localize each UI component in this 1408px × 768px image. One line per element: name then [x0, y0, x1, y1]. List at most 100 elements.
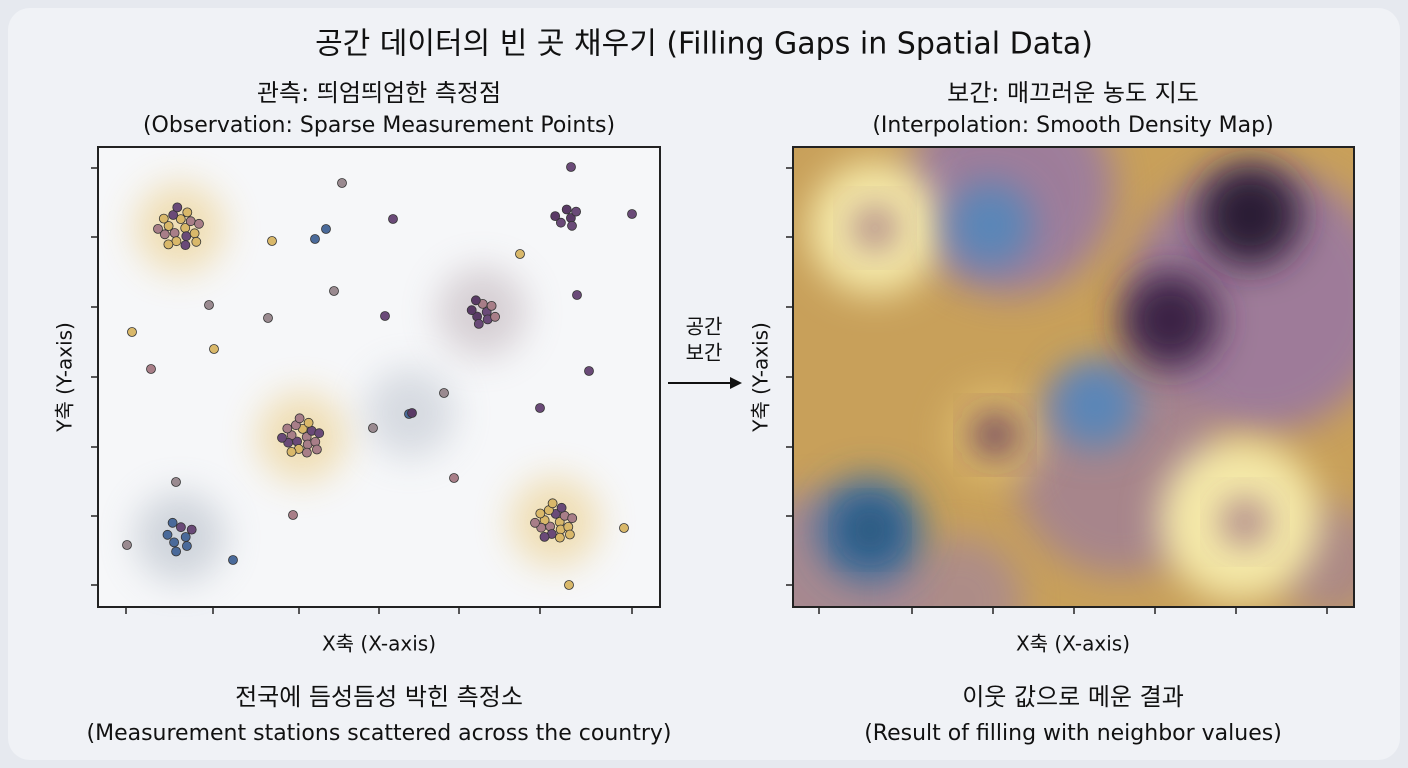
station-point [163, 239, 174, 250]
station-point [294, 413, 305, 424]
station-point [303, 417, 314, 428]
station-point [470, 295, 481, 306]
density-blob [1051, 361, 1139, 449]
station-point [286, 446, 297, 457]
right-x-label: X축 (X-axis) [1016, 632, 1130, 656]
density-blob [1127, 167, 1354, 433]
station-point [159, 229, 170, 240]
station-point [515, 249, 525, 259]
station-point [310, 234, 320, 244]
station-point [186, 524, 197, 535]
station-point [153, 223, 163, 234]
station-point [301, 447, 312, 458]
station-point [439, 388, 449, 398]
density-blob [1199, 164, 1301, 266]
left-subheading: (Observation: Sparse Measurement Points) [143, 113, 615, 138]
halo [135, 183, 225, 273]
station-point [329, 286, 339, 296]
station-point [169, 537, 180, 548]
station-point [388, 214, 398, 224]
station-point [189, 228, 200, 239]
station-point [566, 162, 576, 172]
station-point [565, 529, 575, 540]
left-x-label: X축 (X-axis) [322, 632, 436, 656]
station-point [555, 532, 565, 543]
station-point [267, 236, 277, 246]
station-point [185, 216, 196, 227]
station-point [571, 206, 581, 217]
station-point [180, 240, 191, 251]
station-point [572, 290, 582, 300]
station-point [561, 204, 572, 215]
station-point [181, 541, 192, 551]
station-point [321, 224, 331, 234]
station-point [547, 498, 558, 509]
station-point [556, 502, 567, 513]
station-point [486, 300, 497, 311]
density-blob [854, 207, 896, 249]
station-point [146, 364, 156, 374]
station-point [168, 210, 179, 220]
station-point [175, 214, 186, 225]
density-blob [849, 509, 891, 551]
station-point [209, 344, 219, 354]
station-point [311, 444, 322, 455]
station-point [490, 311, 501, 322]
left-y-label: Y축 (Y-axis) [53, 322, 77, 433]
station-point [466, 305, 477, 316]
station-point [539, 532, 550, 542]
right-y-label: Y축 (Y-axis) [749, 322, 773, 433]
station-point [162, 529, 173, 540]
station-point [277, 432, 287, 443]
station-point [263, 313, 273, 323]
density-blob [946, 181, 1034, 269]
station-point [535, 403, 545, 413]
station-point [191, 236, 202, 247]
right-caption: 이웃 값으로 메운 결과 [962, 683, 1184, 711]
density-blob [974, 414, 1016, 456]
station-point [407, 408, 417, 418]
right-subheading: (Interpolation: Smooth Density Map) [872, 113, 1273, 138]
station-point [550, 211, 561, 222]
right-heading: 보간: 매끄러운 농도 지도 [947, 79, 1199, 107]
station-point [567, 220, 577, 231]
station-point [368, 423, 378, 433]
station-point [181, 231, 192, 242]
station-point [163, 221, 174, 231]
station-point [564, 580, 574, 590]
station-point [314, 428, 325, 439]
station-point [288, 510, 298, 520]
station-point [158, 213, 169, 224]
station-point [167, 517, 178, 528]
station-point [175, 522, 186, 533]
station-point [619, 523, 629, 533]
station-point [380, 311, 390, 321]
station-point [535, 508, 546, 519]
right-caption-sub: (Result of filling with neighbor values) [864, 721, 1282, 746]
station-point [567, 513, 578, 524]
station-point [530, 517, 540, 528]
arrow-label: 공간 [686, 315, 723, 339]
density-blob [1222, 499, 1268, 545]
station-point [337, 178, 347, 188]
arrow-head [730, 377, 742, 389]
station-point [449, 473, 459, 483]
station-point [171, 477, 181, 487]
station-point [282, 423, 293, 434]
station-point [194, 218, 204, 229]
station-point [172, 202, 183, 213]
density-blob [897, 537, 1023, 607]
station-point [127, 327, 137, 337]
station-point [473, 318, 484, 329]
station-point [122, 540, 132, 550]
station-point [627, 209, 637, 219]
station-point [556, 217, 566, 228]
arrow-label: 보간 [686, 341, 723, 365]
left-plot [97, 146, 661, 608]
left-heading: 관측: 띄엄띄엄한 측정점 [257, 79, 501, 107]
title: 공간 데이터의 빈 곳 채우기 (Filling Gaps in Spatial… [315, 27, 1093, 62]
halo [135, 492, 225, 582]
station-point [180, 532, 191, 542]
station-point [584, 366, 594, 376]
